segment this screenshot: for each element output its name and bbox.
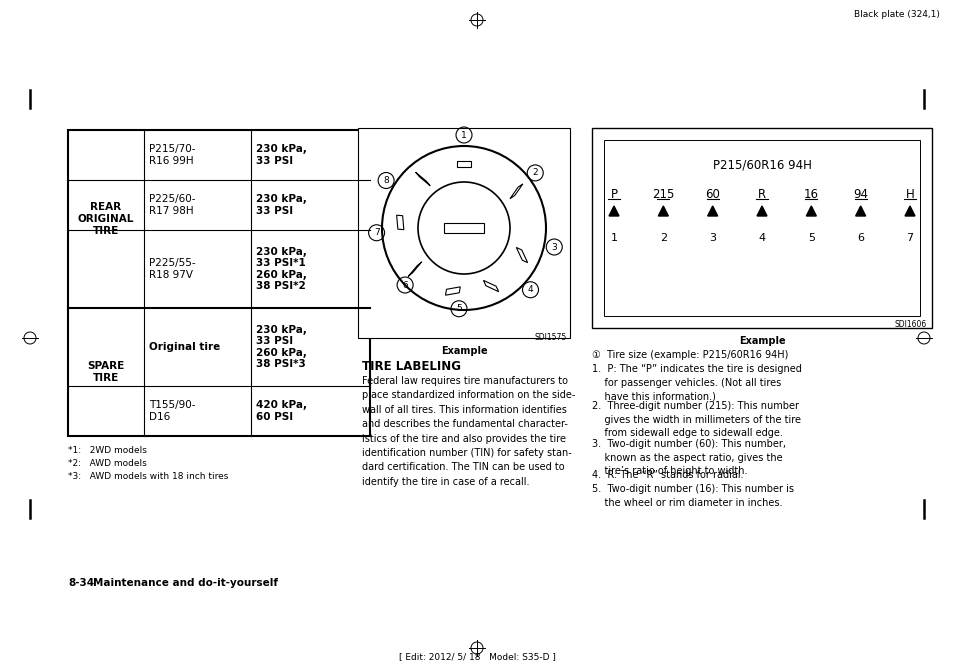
Text: 5: 5 — [456, 304, 461, 313]
Polygon shape — [456, 161, 471, 167]
Text: H: H — [904, 188, 913, 201]
Text: 3: 3 — [708, 233, 716, 243]
Bar — [603, 140, 919, 316]
Text: 7: 7 — [905, 233, 913, 243]
Text: 7: 7 — [374, 228, 379, 237]
Polygon shape — [445, 287, 459, 295]
Polygon shape — [707, 206, 717, 216]
Polygon shape — [516, 247, 527, 262]
Text: P225/55-
R18 97V: P225/55- R18 97V — [149, 258, 195, 280]
Text: 2: 2 — [532, 169, 537, 177]
Text: R: R — [757, 188, 765, 201]
Text: *1:   2WD models: *1: 2WD models — [68, 446, 147, 455]
Text: SDI1606: SDI1606 — [894, 320, 926, 329]
Bar — [68, 130, 370, 436]
Polygon shape — [757, 206, 766, 216]
Text: 16: 16 — [803, 188, 818, 201]
Text: 230 kPa,
33 PSI
260 kPa,
38 PSI*3: 230 kPa, 33 PSI 260 kPa, 38 PSI*3 — [255, 325, 307, 369]
Polygon shape — [805, 206, 816, 216]
Text: 230 kPa,
33 PSI*1
260 kPa,
38 PSI*2: 230 kPa, 33 PSI*1 260 kPa, 38 PSI*2 — [255, 247, 307, 292]
Text: ①  Tire size (example: P215/60R16 94H): ① Tire size (example: P215/60R16 94H) — [592, 350, 787, 360]
Text: P215/60R16 94H: P215/60R16 94H — [712, 158, 811, 171]
Text: 230 kPa,
33 PSI: 230 kPa, 33 PSI — [255, 144, 307, 166]
Text: SPARE
TIRE: SPARE TIRE — [88, 361, 125, 383]
Text: 420 kPa,
60 PSI: 420 kPa, 60 PSI — [255, 400, 307, 422]
Text: 215: 215 — [652, 188, 674, 201]
Polygon shape — [396, 215, 403, 229]
Text: 6: 6 — [402, 280, 408, 290]
Text: [ Edit: 2012/ 5/ 18   Model: S35-D ]: [ Edit: 2012/ 5/ 18 Model: S35-D ] — [398, 652, 555, 661]
Text: 4: 4 — [527, 286, 533, 294]
Text: 8-34: 8-34 — [68, 578, 94, 588]
Bar — [357, 128, 569, 338]
Text: 60: 60 — [704, 188, 720, 201]
Text: 6: 6 — [856, 233, 863, 243]
Polygon shape — [408, 262, 421, 276]
Text: Example: Example — [738, 336, 784, 346]
Polygon shape — [510, 184, 522, 199]
Text: Original tire: Original tire — [149, 342, 220, 352]
Text: 2.  Three-digit number (215): This number
    gives the width in millimeters of : 2. Three-digit number (215): This number… — [592, 401, 801, 438]
Text: 8: 8 — [383, 176, 389, 185]
Text: SDI1575: SDI1575 — [535, 333, 566, 342]
Polygon shape — [904, 206, 914, 216]
Text: P215/70-
R16 99H: P215/70- R16 99H — [149, 144, 195, 166]
Text: Example: Example — [440, 346, 487, 356]
Text: 1: 1 — [460, 130, 466, 139]
Text: 1.  P: The “P” indicates the tire is designed
    for passenger vehicles. (Not a: 1. P: The “P” indicates the tire is desi… — [592, 364, 801, 401]
Bar — [443, 223, 483, 233]
Polygon shape — [608, 206, 618, 216]
Text: 5: 5 — [807, 233, 814, 243]
Text: Maintenance and do-it-yourself: Maintenance and do-it-yourself — [92, 578, 277, 588]
Text: 3: 3 — [551, 243, 557, 251]
Text: 230 kPa,
33 PSI: 230 kPa, 33 PSI — [255, 194, 307, 215]
Text: 4.  R: The “R” stands for radial.: 4. R: The “R” stands for radial. — [592, 470, 742, 480]
Text: Federal law requires tire manufacturers to
place standardized information on the: Federal law requires tire manufacturers … — [361, 376, 575, 486]
Text: REAR
ORIGINAL
TIRE: REAR ORIGINAL TIRE — [78, 202, 134, 235]
Text: 4: 4 — [758, 233, 764, 243]
Text: Black plate (324,1): Black plate (324,1) — [853, 10, 939, 19]
Text: P: P — [610, 188, 617, 201]
Text: TIRE LABELING: TIRE LABELING — [361, 360, 460, 373]
Polygon shape — [658, 206, 668, 216]
Polygon shape — [855, 206, 864, 216]
Bar — [592, 128, 931, 328]
Text: T155/90-
D16: T155/90- D16 — [149, 400, 195, 422]
Text: 5.  Two-digit number (16): This number is
    the wheel or rim diameter in inche: 5. Two-digit number (16): This number is… — [592, 484, 793, 508]
Text: P225/60-
R17 98H: P225/60- R17 98H — [149, 194, 195, 215]
Text: 2: 2 — [659, 233, 666, 243]
Text: 3.  Two-digit number (60): This number,
    known as the aspect ratio, gives the: 3. Two-digit number (60): This number, k… — [592, 439, 785, 476]
Text: *3:   AWD models with 18 inch tires: *3: AWD models with 18 inch tires — [68, 472, 228, 481]
Text: 94: 94 — [852, 188, 867, 201]
Text: *2:   AWD models: *2: AWD models — [68, 459, 147, 468]
Polygon shape — [416, 172, 430, 186]
Text: 1: 1 — [610, 233, 617, 243]
Polygon shape — [483, 280, 498, 292]
